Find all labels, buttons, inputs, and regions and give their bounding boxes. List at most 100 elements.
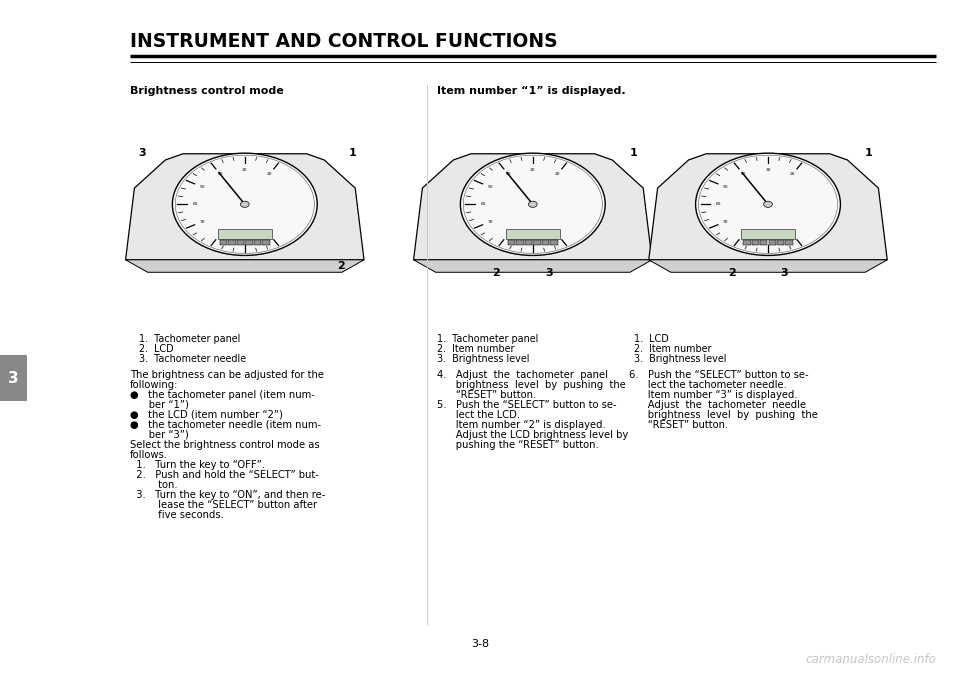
Polygon shape: [126, 260, 364, 273]
Circle shape: [461, 153, 605, 256]
Text: 40: 40: [217, 172, 223, 176]
Bar: [237, 241, 244, 245]
Bar: [262, 241, 270, 245]
Text: 3.  Brightness level: 3. Brightness level: [437, 354, 529, 364]
Bar: [218, 229, 272, 239]
Bar: [246, 241, 252, 245]
Text: 3-8: 3-8: [471, 639, 489, 649]
Text: 30: 30: [765, 167, 771, 172]
Circle shape: [173, 153, 317, 256]
Text: follows.: follows.: [130, 450, 168, 460]
FancyBboxPatch shape: [0, 355, 27, 401]
Text: 3.   Turn the key to “ON”, and then re-: 3. Turn the key to “ON”, and then re-: [130, 490, 325, 500]
Text: Item number “2” is displayed.: Item number “2” is displayed.: [437, 420, 606, 430]
Bar: [769, 241, 776, 245]
Text: 70: 70: [488, 220, 492, 224]
Text: 1.  LCD: 1. LCD: [634, 334, 668, 344]
Text: 20: 20: [555, 172, 561, 176]
Text: The brightness can be adjusted for the: The brightness can be adjusted for the: [130, 370, 324, 380]
Text: 60: 60: [193, 202, 199, 206]
Bar: [516, 241, 524, 245]
Text: Brightness control mode: Brightness control mode: [130, 85, 283, 96]
Text: 80: 80: [740, 233, 746, 237]
Text: 2.  Item number: 2. Item number: [437, 344, 515, 354]
Text: 3: 3: [545, 268, 553, 278]
Bar: [534, 241, 540, 245]
Text: ber “3”): ber “3”): [130, 430, 188, 440]
Text: 2.  Item number: 2. Item number: [634, 344, 711, 354]
Bar: [785, 241, 793, 245]
Text: ber “1”): ber “1”): [130, 399, 188, 410]
Text: 20: 20: [790, 172, 796, 176]
Text: 1.   Turn the key to “OFF”.: 1. Turn the key to “OFF”.: [130, 460, 265, 470]
Bar: [741, 229, 795, 239]
Text: 50: 50: [488, 185, 493, 189]
Text: 1: 1: [865, 148, 873, 157]
Text: Adjust the LCD brightness level by: Adjust the LCD brightness level by: [437, 430, 628, 440]
Bar: [228, 241, 236, 245]
Text: 3: 3: [138, 148, 146, 157]
Bar: [525, 241, 532, 245]
Text: carmanualsonline.info: carmanualsonline.info: [805, 653, 936, 666]
Text: brightness  level  by  pushing  the: brightness level by pushing the: [437, 380, 626, 390]
Text: 3: 3: [780, 268, 788, 278]
Bar: [508, 241, 516, 245]
Text: 1: 1: [348, 148, 356, 157]
Text: 5.   Push the “SELECT” button to se-: 5. Push the “SELECT” button to se-: [437, 399, 616, 410]
Circle shape: [696, 153, 840, 256]
Bar: [743, 241, 751, 245]
Text: Adjust  the  tachometer  needle: Adjust the tachometer needle: [629, 399, 806, 410]
Text: 2: 2: [337, 262, 345, 271]
Text: 30: 30: [242, 167, 248, 172]
Text: 2.   Push and hold the “SELECT” but-: 2. Push and hold the “SELECT” but-: [130, 470, 319, 480]
Text: 3.  Brightness level: 3. Brightness level: [634, 354, 726, 364]
Text: 80: 80: [505, 233, 511, 237]
Circle shape: [240, 201, 250, 207]
Polygon shape: [126, 154, 364, 260]
Bar: [550, 241, 558, 245]
Circle shape: [528, 201, 538, 207]
Text: 40: 40: [505, 172, 511, 176]
Bar: [760, 241, 767, 245]
Text: 70: 70: [200, 220, 204, 224]
Polygon shape: [649, 154, 887, 260]
Text: “RESET” button.: “RESET” button.: [437, 390, 536, 399]
Text: lect the LCD.: lect the LCD.: [437, 410, 520, 420]
Text: Item number “3” is displayed.: Item number “3” is displayed.: [629, 390, 798, 399]
Text: 1.  Tachometer panel: 1. Tachometer panel: [139, 334, 241, 344]
Circle shape: [763, 201, 773, 207]
Text: 2: 2: [492, 268, 500, 278]
Bar: [506, 229, 560, 239]
Text: following:: following:: [130, 380, 178, 390]
Text: Select the brightness control mode as: Select the brightness control mode as: [130, 440, 320, 450]
Text: 4.   Adjust  the  tachometer  panel: 4. Adjust the tachometer panel: [437, 370, 608, 380]
Text: INSTRUMENT AND CONTROL FUNCTIONS: INSTRUMENT AND CONTROL FUNCTIONS: [130, 32, 557, 51]
Text: 80: 80: [217, 233, 223, 237]
Text: pushing the “RESET” button.: pushing the “RESET” button.: [437, 440, 598, 450]
Bar: [777, 241, 784, 245]
Text: five seconds.: five seconds.: [130, 510, 224, 520]
Text: Item number “1” is displayed.: Item number “1” is displayed.: [437, 85, 625, 96]
Text: 40: 40: [740, 172, 746, 176]
Bar: [220, 241, 228, 245]
Text: 50: 50: [723, 185, 729, 189]
Text: 30: 30: [530, 167, 536, 172]
Text: 3: 3: [8, 371, 19, 386]
Polygon shape: [649, 260, 887, 273]
Bar: [541, 241, 549, 245]
Text: 1.  Tachometer panel: 1. Tachometer panel: [437, 334, 539, 344]
Text: 3.  Tachometer needle: 3. Tachometer needle: [139, 354, 247, 364]
Text: 50: 50: [200, 185, 205, 189]
Text: ●   the tachometer panel (item num-: ● the tachometer panel (item num-: [130, 390, 315, 399]
Text: 20: 20: [267, 172, 273, 176]
Text: 60: 60: [716, 202, 722, 206]
Text: brightness  level  by  pushing  the: brightness level by pushing the: [629, 410, 818, 420]
Text: ●   the LCD (item number “2”): ● the LCD (item number “2”): [130, 410, 282, 420]
Bar: [752, 241, 759, 245]
Text: 2.  LCD: 2. LCD: [139, 344, 174, 354]
Polygon shape: [414, 260, 652, 273]
Text: 2: 2: [728, 268, 735, 278]
Text: lect the tachometer needle.: lect the tachometer needle.: [629, 380, 786, 390]
Text: 1: 1: [630, 148, 637, 157]
Bar: [253, 241, 261, 245]
